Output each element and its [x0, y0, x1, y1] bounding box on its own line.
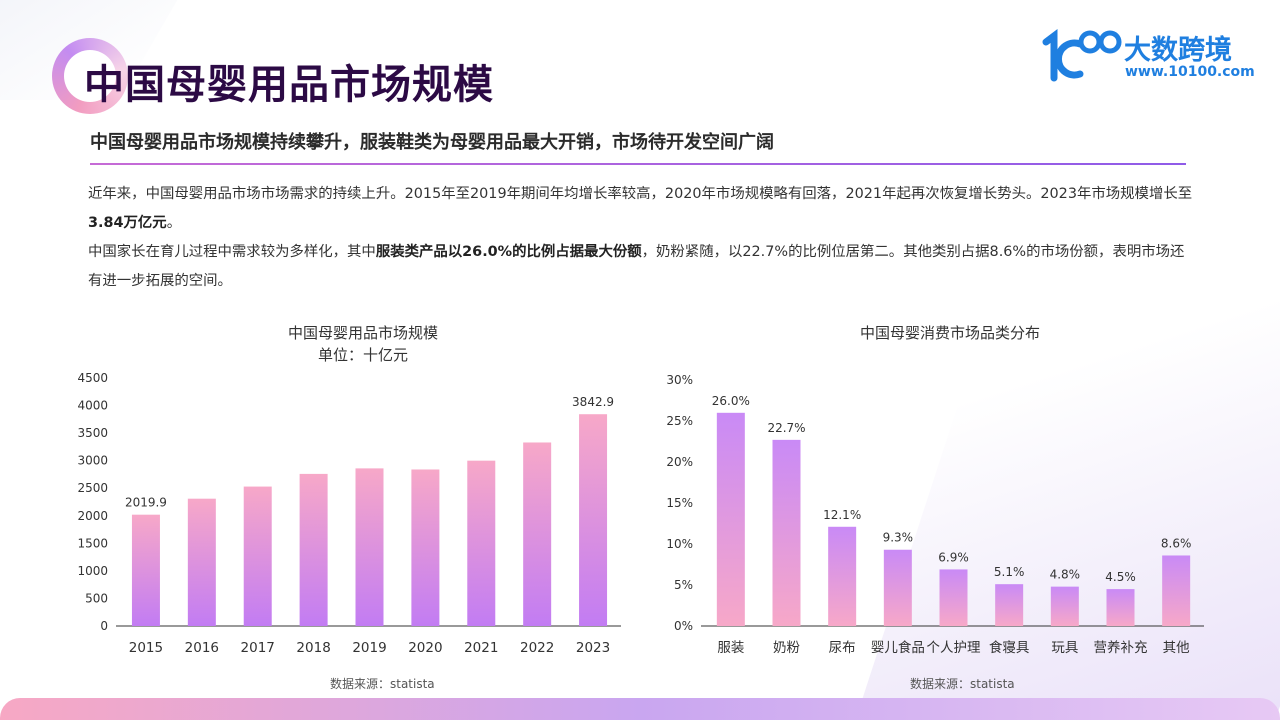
- chart-1-y-tick-label: 2000: [77, 509, 108, 523]
- chart-1-x-tick-label: 2016: [185, 640, 219, 656]
- chart-2-bar: [939, 569, 968, 626]
- chart-2-y-tick-label: 25%: [666, 414, 693, 428]
- chart-2-y-tick-label: 10%: [666, 537, 693, 551]
- chart-1-x-tick-label: 2022: [520, 640, 554, 656]
- chart-1-data-label: 2019.9: [125, 496, 167, 510]
- chart-2-bar: [1050, 586, 1079, 626]
- paragraph-2: 中国家长在育儿过程中需求较为多样化，其中服装类产品以26.0%的比例占据最大份额…: [88, 238, 1198, 296]
- chart-1-y-tick-label: 4000: [77, 399, 108, 413]
- chart-1-market-size: 0 500 1000 1500 2000 2500 3000 3500 4000 4500 2015…: [77, 371, 621, 656]
- bottom-gradient-bar: [0, 698, 1280, 720]
- chart-2-y-tick-label: 20%: [666, 455, 693, 469]
- chart-1-y-tick-label: 0: [100, 619, 108, 633]
- chart-1-bar: [411, 469, 440, 626]
- chart-2-bar: [883, 549, 912, 626]
- paragraph-1-text-a: 近年来，中国母婴用品市场市场需求的持续上升。2015年至2019年期间年均增长率…: [88, 186, 1193, 202]
- page-title: 中国母婴用品市场规模: [84, 62, 494, 108]
- chart-2-source: 数据来源：statista: [910, 677, 1015, 691]
- chart-1-y-tick-label: 1000: [77, 564, 108, 578]
- chart-1-bar: [355, 468, 384, 626]
- chart-2-x-tick-label: 个人护理: [927, 640, 981, 656]
- chart-1-x-tick-label: 2018: [296, 640, 330, 656]
- paragraph-2-text-c: ，奶粉紧随，以22.7%的比例位居第二。其他类别占据8.6%的市场份额，表明市场…: [88, 244, 1185, 289]
- chart-2-x-tick-label: 奶粉: [773, 640, 801, 656]
- chart-1-bar: [187, 498, 216, 626]
- chart-1-x-tick-label: 2019: [352, 640, 386, 656]
- chart-2-category-distribution: 0% 5% 10% 15% 20% 25% 30% 服装 26.0% 奶粉 22.7% 尿布 12.1%…: [666, 373, 1204, 656]
- chart-1-bar: [579, 414, 608, 626]
- chart-2-bar: [716, 412, 745, 626]
- chart-1-y-tick-label: 2500: [77, 481, 108, 495]
- chart-1-x-tick-label: 2017: [241, 640, 275, 656]
- chart-1-subtitle: 单位：十亿元: [317, 346, 408, 364]
- chart-2-bar: [1106, 589, 1135, 626]
- paragraph-2-highlight: 服装类产品以26.0%的比例占据最大份额: [375, 244, 642, 260]
- chart-2-data-label: 8.6%: [1161, 536, 1192, 550]
- chart-1-bar: [467, 460, 496, 626]
- chart-2-bar: [1162, 555, 1191, 626]
- page-subtitle: 中国母婴用品市场规模持续攀升，服装鞋类为母婴用品最大开销，市场待开发空间广阔: [90, 132, 774, 153]
- chart-1-x-tick-label: 2023: [576, 640, 610, 656]
- chart-1-y-tick-label: 500: [85, 591, 108, 605]
- logo-url: www.10100.com: [1125, 64, 1255, 80]
- paragraph-1: 近年来，中国母婴用品市场市场需求的持续上升。2015年至2019年期间年均增长率…: [88, 180, 1198, 238]
- body-text: 近年来，中国母婴用品市场市场需求的持续上升。2015年至2019年期间年均增长率…: [88, 180, 1198, 296]
- paragraph-1-highlight: 3.84万亿元: [88, 215, 167, 231]
- chart-2-x-tick-label: 其他: [1163, 640, 1190, 656]
- chart-1-bar: [131, 514, 160, 626]
- chart-2-data-label: 9.3%: [883, 531, 914, 545]
- chart-2-data-label: 22.7%: [767, 421, 805, 435]
- chart-1-y-tick-label: 3500: [77, 426, 108, 440]
- chart-2-data-label: 6.9%: [938, 550, 969, 564]
- chart-2-x-tick-label: 玩具: [1051, 640, 1078, 656]
- chart-1-title-block: 中国母婴用品市场规模 单位：十亿元: [200, 322, 526, 366]
- chart-1-y-tick-label: 4500: [77, 371, 108, 385]
- logo-name: 大数跨境: [1124, 35, 1232, 66]
- chart-2-title: 中国母婴消费市场品类分布: [859, 324, 1040, 342]
- title-ring-decoration: [52, 38, 128, 114]
- paragraph-2-text-a: 中国家长在育儿过程中需求较为多样化，其中: [88, 244, 376, 260]
- chart-2-bar: [772, 439, 801, 626]
- chart-2-y-tick-label: 0%: [674, 619, 693, 633]
- chart-2-data-label: 26.0%: [712, 394, 750, 408]
- chart-2-data-label: 12.1%: [823, 508, 861, 522]
- chart-2-y-tick-label: 30%: [666, 373, 693, 387]
- logo-mark-icon: [1042, 29, 1122, 82]
- chart-2-y-tick-label: 15%: [666, 496, 693, 510]
- chart-1-bar: [523, 442, 552, 626]
- chart-1-source: 数据来源：statista: [330, 677, 435, 691]
- chart-1-y-tick-label: 3000: [77, 454, 108, 468]
- chart-1-x-tick-label: 2015: [129, 640, 163, 656]
- chart-2-x-tick-label: 尿布: [829, 640, 856, 656]
- chart-1-x-tick-label: 2021: [464, 640, 498, 656]
- chart-2-data-label: 4.5%: [1105, 570, 1136, 584]
- chart-2-x-tick-label: 食寝具: [989, 639, 1030, 656]
- paragraph-1-text-c: 。: [166, 215, 182, 231]
- chart-2-y-tick-label: 5%: [674, 578, 693, 592]
- chart-1-data-label: 3842.9: [572, 395, 614, 409]
- chart-2-x-tick-label: 服装: [717, 640, 744, 656]
- chart-2-data-label: 4.8%: [1050, 568, 1081, 582]
- chart-2-data-label: 5.1%: [994, 565, 1025, 579]
- chart-1-title: 中国母婴用品市场规模: [287, 324, 438, 342]
- chart-2-bar: [995, 584, 1024, 626]
- chart-2-x-tick-label: 营养补充: [1094, 640, 1148, 656]
- chart-2-x-tick-label: 婴儿食品: [871, 639, 925, 656]
- chart-1-y-tick-label: 1500: [77, 536, 108, 550]
- chart-2-bar: [828, 526, 857, 626]
- chart-1-x-tick-label: 2020: [408, 640, 442, 656]
- chart-1-bar: [299, 473, 328, 626]
- chart-1-bar: [243, 486, 272, 626]
- brand-logo: 大数跨境 www.10100.com: [1040, 28, 1260, 84]
- subtitle-divider: [90, 163, 1186, 165]
